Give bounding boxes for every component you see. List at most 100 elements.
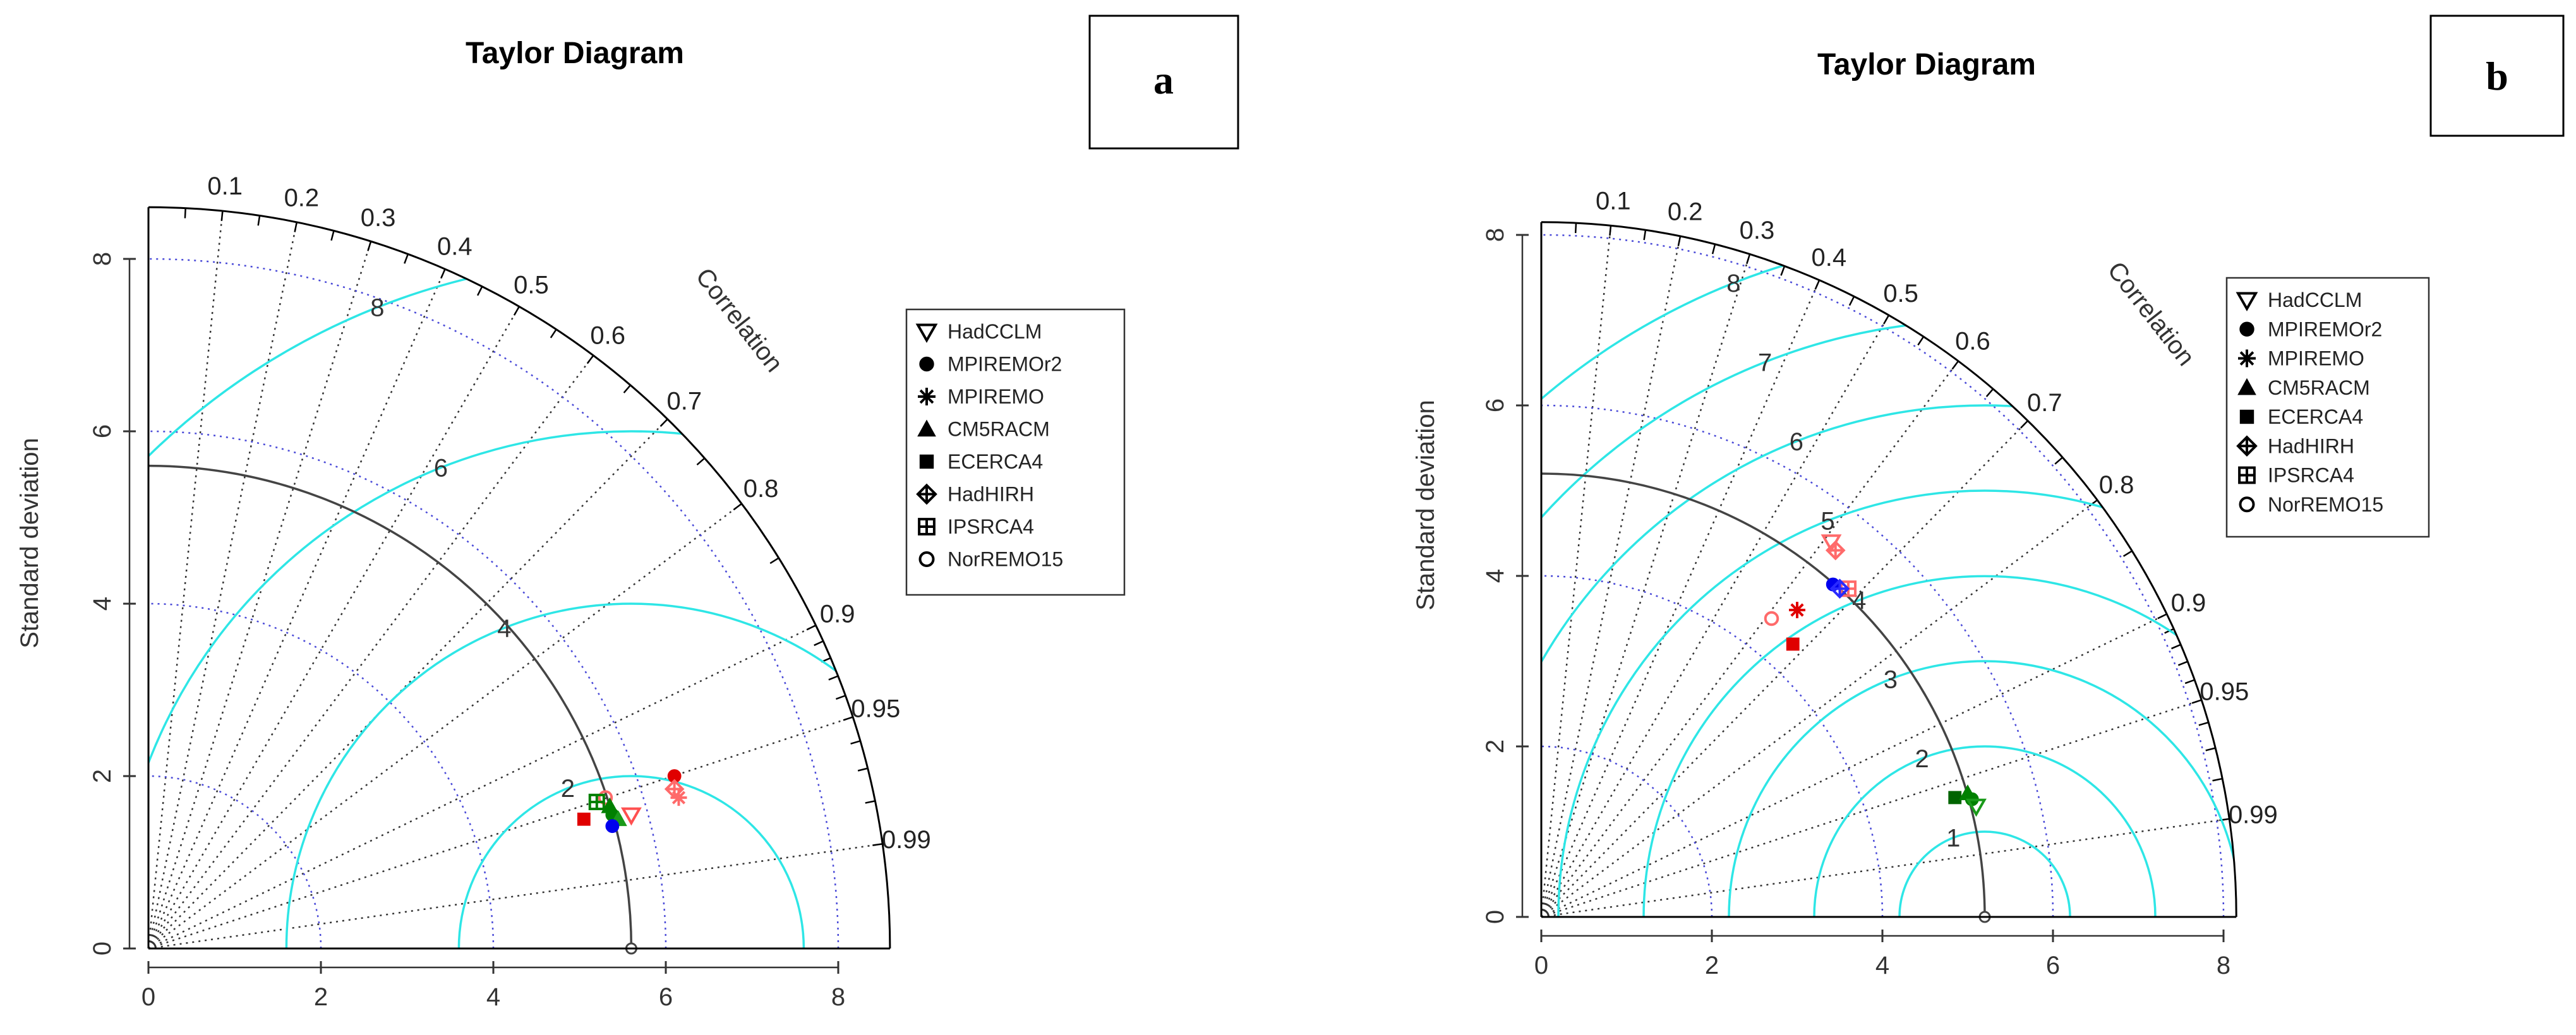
data-point-mpiremo [1789,602,1805,618]
y-tick-label: 6 [88,424,116,438]
plot-area-a: 0.1 0.2 0.3 0.4 0.5 0.6 0.7 0.8 0.9 0.95 0.99 2 4 6 8 0… [88,172,931,1011]
legend-symbol-triangle-filled [917,419,936,437]
rms-label: 3 [1884,666,1898,693]
legend-symbol-asterisk [918,388,936,405]
sd-grid-arc [148,602,495,949]
data-point-mpiremo-stroke [1790,603,1804,617]
x-tick-label: 6 [659,983,673,1011]
rms-arc [457,775,805,949]
legend-symbol-asterisk-stroke [2239,351,2254,366]
correlation-tick-label: 0.95 [851,695,900,723]
correlation-ray [1540,254,1751,918]
x-tick-label: 0 [1534,952,1548,979]
correlation-tick-label: 0.5 [514,271,549,299]
correlation-minor-tick [1951,361,1959,370]
y-axis-label-a: Standard deviation [16,438,44,649]
correlation-minor-tick [513,306,521,316]
sd-grid-arc [148,430,667,949]
correlation-tick-label: 0.6 [1955,327,1990,355]
legend-a: HadCCLM MPIREMOr2 MPIREMO CM5RACM ECERCA4 Had… [905,308,1126,596]
legend-b: HadCCLM MPIREMOr2 MPIREMO CM5RACM ECERCA4 Had… [2225,277,2430,538]
correlation-tick-label: 0.8 [2099,471,2134,499]
correlation-tick-label: 0.1 [207,172,243,200]
correlation-tick-label: 0.3 [361,204,396,232]
rms-arc [148,430,890,949]
x-tick-label: 4 [1875,952,1889,979]
correlation-minor-tick [857,767,868,772]
correlation-minor-tick [440,268,446,279]
data-point-hadcclm [620,807,642,826]
correlation-ray [1540,361,1959,918]
y-tick-label: 8 [88,252,116,266]
correlation-minor-tick [1848,296,1855,306]
y-tick-label: 8 [1481,228,1509,242]
correlation-tick-label: 0.7 [667,388,702,416]
correlation-ray [147,268,446,949]
correlation-minor-tick [1711,244,1716,254]
correlation-ray [1540,314,1890,918]
correlation-minor-tick [1883,314,1890,325]
correlation-minor-tick [476,286,483,296]
correlation-minor-tick [850,740,861,745]
y-tick-label: 2 [88,769,116,783]
correlation-ray [1540,280,1821,918]
correlation-minor-tick [843,716,853,721]
y-tick-label: 0 [88,942,116,955]
correlation-minor-tick [2122,550,2133,557]
legend-item-label: CM5RACM [948,418,1050,441]
legend-item-label: HadCCLM [2268,289,2362,311]
reference-sd-arc [148,464,633,949]
correlation-ray [147,241,372,949]
correlation-minor-tick [806,625,817,631]
legend-symbol-circle-filled [2239,321,2254,337]
sd-grid-arc [148,775,322,949]
correlation-ray [1540,225,1612,918]
correlation-ray [148,843,883,950]
correlation-minor-tick [2191,699,2202,704]
legend-symbol-circle-open [918,551,935,567]
data-point-hadcclm [1966,798,1987,817]
correlation-minor-tick [1609,225,1612,236]
correlation-minor-tick [184,208,186,218]
data-point-hadhirh [1829,578,1850,599]
rms-label: 8 [370,294,384,322]
legend-item-label: MPIREMOr2 [948,353,1062,376]
data-point-ipsrca4 [588,793,605,811]
correlation-label-b: Correlation [2102,256,2200,371]
correlation-label-a: Correlation [690,263,788,377]
rms-arc [285,602,890,949]
rms-label: 8 [1726,270,1740,297]
correlation-minor-tick [835,695,846,700]
correlation-tick-label: 0.1 [1596,187,1631,215]
correlation-minor-tick [1780,265,1786,276]
legend-item-label: NorREMO15 [948,548,1063,571]
correlation-minor-tick [733,503,742,511]
correlation-minor-tick [2020,420,2029,429]
legend-symbol-circle-filled [919,356,934,372]
legend-item-label: IPSRCA4 [948,515,1034,538]
correlation-tick-label: 0.4 [1811,244,1846,272]
x-tick-label: 8 [831,983,845,1011]
correlation-minor-tick [696,457,706,466]
reference-sd-arc [1541,472,1986,918]
taylor-diagram-a: Taylor Diagram a Standard deviation Corr… [16,15,1239,1011]
correlation-minor-tick [623,385,631,393]
legend-item-label: CM5RACM [2268,376,2370,399]
correlation-minor-tick [1677,236,1682,246]
correlation-ray [1541,613,2167,918]
correlation-ray [1541,420,2029,918]
rms-label: 6 [434,455,448,482]
rms-label: 5 [1821,507,1834,535]
x-tick-label: 2 [1705,952,1719,979]
data-point-mpiremo [670,789,687,806]
outer-arc [1541,221,2237,918]
y-tick-label: 2 [1481,739,1509,753]
correlation-minor-tick [1643,230,1647,241]
legend-symbol-triangle-down-open [2236,292,2258,312]
panel-label-box-b [2429,15,2565,137]
legend-symbol-diamond-plus [2236,435,2258,457]
correlation-minor-tick [550,328,557,338]
correlation-minor-tick [814,640,824,647]
correlation-tick-label: 0.2 [1668,198,1703,226]
legend-item-label: MPIREMO [948,385,1044,408]
